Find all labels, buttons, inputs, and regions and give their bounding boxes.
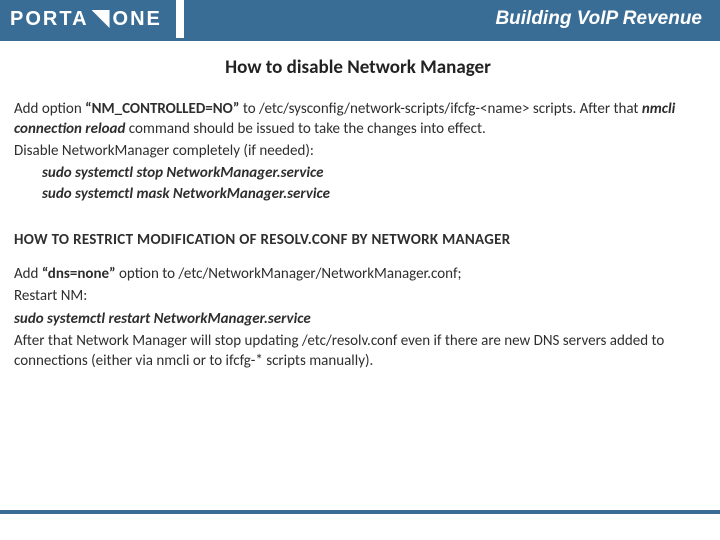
p1-option: “NM_CONTROLLED=NO”	[85, 100, 239, 118]
brand-tagline: Building VoIP Revenue	[184, 0, 720, 38]
header-gap	[176, 0, 184, 38]
subheading: HOW TO RESTRICT MODIFICATION OF RESOLV.C…	[14, 230, 702, 250]
header-bar: PORTA ONE Building VoIP Revenue	[0, 0, 720, 38]
paragraph-5: After that Network Manager will stop upd…	[14, 331, 702, 372]
paragraph-1: Add option “NM_CONTROLLED=NO” to /etc/sy…	[14, 99, 702, 140]
paragraph-4: Restart NM:	[14, 286, 702, 306]
command-stop: sudo systemctl stop NetworkManager.servi…	[42, 163, 702, 183]
command-mask: sudo systemctl mask NetworkManager.servi…	[42, 184, 702, 204]
page-title: How to disable Network Manager	[14, 55, 702, 81]
p3-text-1: Add	[14, 265, 42, 283]
p1-text-2: to /etc/sysconfig/network-scripts/ifcfg-…	[239, 100, 641, 118]
paragraph-3: Add “dns=none” option to /etc/NetworkMan…	[14, 264, 702, 284]
brand-glyph-icon	[92, 10, 110, 28]
brand-name-right: ONE	[113, 8, 162, 31]
footer-rule	[0, 510, 720, 514]
p3-option: “dns=none”	[42, 265, 116, 283]
p3-text-2: option to /etc/NetworkManager/NetworkMan…	[116, 265, 462, 283]
command-restart: sudo systemctl restart NetworkManager.se…	[14, 309, 702, 329]
brand-logo: PORTA ONE	[0, 0, 176, 38]
slide-content: How to disable Network Manager Add optio…	[0, 41, 720, 371]
paragraph-2: Disable NetworkManager completely (if ne…	[14, 141, 702, 161]
p1-text-1: Add option	[14, 100, 85, 118]
p1-text-3: command should be issued to take the cha…	[125, 120, 485, 138]
brand-name-left: PORTA	[10, 8, 89, 31]
